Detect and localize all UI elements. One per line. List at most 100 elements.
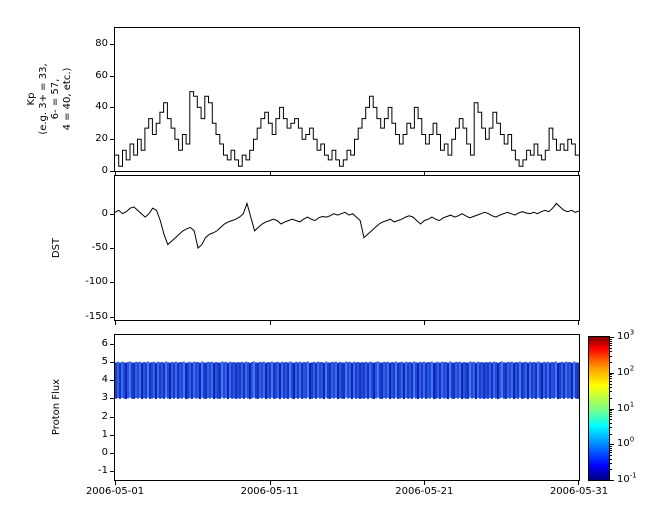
colorbar-minor-tick-mark	[610, 427, 612, 429]
colorbar-minor-tick-mark	[610, 462, 612, 464]
colorbar-tick-mark	[610, 372, 614, 374]
colorbar-minor-tick-mark	[610, 433, 612, 435]
x-tick-label: 2006-05-31	[549, 486, 609, 497]
y-tick-label: 80	[95, 37, 108, 49]
y-tick-mark	[110, 470, 114, 472]
colorbar-minor-tick-mark	[610, 452, 612, 454]
x-tick-label: 2006-05-21	[395, 486, 454, 497]
colorbar-minor-tick-mark	[610, 355, 612, 357]
y-tick-label: 0	[101, 446, 108, 458]
colorbar-minor-tick-mark	[610, 416, 612, 418]
colorbar-minor-tick-mark	[610, 410, 612, 412]
x-tick-label: 2006-05-01	[85, 486, 145, 497]
x-tick-mark	[424, 481, 426, 485]
colorbar-tick-label: 101	[617, 400, 635, 414]
colorbar-minor-tick-mark	[610, 387, 612, 388]
colorbar-minor-tick-mark	[610, 344, 612, 346]
x-tick-mark	[424, 321, 426, 325]
y-tick-mark	[110, 248, 114, 249]
colorbar-minor-tick-mark	[610, 347, 612, 349]
colorbar-minor-tick-mark	[610, 378, 612, 380]
x-tick-label: 2006-05-11	[240, 486, 299, 497]
x-tick-mark	[269, 481, 271, 485]
y-tick-mark	[110, 107, 114, 109]
y-tick-label: -50	[91, 242, 108, 253]
colorbar-tick-label: 100	[617, 435, 635, 450]
colorbar-minor-tick-mark	[610, 445, 612, 447]
y-tick-label: -150	[85, 310, 108, 322]
colorbar-tick-mark	[610, 408, 614, 410]
y-tick-label: 5	[101, 356, 108, 368]
proton-flux-panel	[114, 334, 580, 481]
flux-colorbar	[588, 336, 610, 481]
y-tick-label: -100	[85, 276, 108, 288]
x-tick-mark	[269, 172, 271, 176]
colorbar-tick-mark	[610, 480, 614, 481]
colorbar-tick-mark	[610, 444, 614, 446]
kp-panel	[114, 27, 580, 172]
y-tick-label: 1	[101, 428, 108, 440]
y-tick-mark	[110, 316, 114, 318]
y-tick-mark	[110, 43, 114, 45]
x-tick-mark	[115, 321, 116, 325]
colorbar-tick-label: 102	[617, 364, 635, 378]
dst-panel	[114, 175, 580, 321]
y-tick-label: 60	[95, 69, 108, 81]
colorbar-minor-tick-mark	[610, 383, 612, 385]
colorbar-minor-tick-mark	[610, 419, 612, 421]
y-tick-mark	[110, 282, 114, 284]
y-tick-mark	[110, 434, 114, 436]
y-tick-label: 2	[101, 410, 108, 422]
y-tick-mark	[110, 452, 114, 454]
x-tick-mark	[578, 172, 579, 176]
y-tick-mark	[110, 344, 114, 346]
colorbar-minor-tick-mark	[610, 338, 612, 340]
colorbar-minor-tick-mark	[610, 351, 612, 353]
y-tick-mark	[110, 213, 114, 215]
y-tick-mark	[110, 75, 114, 77]
proton-flux-y-axis-label: Proton Flux	[51, 378, 62, 436]
y-tick-label: 20	[95, 133, 108, 145]
colorbar-minor-tick-mark	[610, 469, 612, 471]
colorbar-minor-tick-mark	[610, 376, 612, 378]
colorbar-minor-tick-mark	[610, 455, 612, 456]
colorbar-minor-tick-mark	[610, 397, 612, 399]
colorbar-minor-tick-mark	[610, 391, 612, 393]
colorbar-minor-tick-mark	[610, 414, 612, 415]
x-tick-mark	[578, 481, 579, 485]
y-tick-label: 4	[101, 374, 108, 386]
y-tick-label: 40	[95, 101, 108, 113]
colorbar-minor-tick-mark	[610, 458, 612, 460]
dst-y-axis-label: DST	[51, 237, 62, 259]
y-tick-mark	[110, 171, 114, 172]
colorbar-minor-tick-mark	[610, 380, 612, 382]
colorbar-tick-label: 103	[617, 328, 635, 342]
y-tick-mark	[110, 380, 114, 382]
y-tick-mark	[110, 139, 114, 141]
y-tick-mark	[110, 416, 114, 418]
y-tick-label: 0	[101, 165, 108, 176]
colorbar-minor-tick-mark	[610, 422, 612, 424]
colorbar-minor-tick-mark	[610, 447, 612, 449]
colorbar-tick-mark	[610, 337, 614, 338]
colorbar-minor-tick-mark	[610, 412, 612, 413]
x-tick-mark	[578, 321, 579, 325]
y-tick-label: -1	[98, 464, 108, 476]
colorbar-minor-tick-mark	[610, 340, 612, 342]
dst-line-chart	[115, 201, 579, 249]
colorbar-minor-tick-mark	[610, 342, 612, 344]
x-tick-mark	[269, 321, 271, 325]
colorbar-minor-tick-mark	[610, 449, 612, 451]
colorbar-minor-tick-mark	[610, 362, 612, 363]
colorbar-tick-label: 10-1	[617, 471, 637, 485]
x-tick-mark	[115, 172, 116, 176]
y-tick-label: 0	[101, 207, 108, 219]
proton-flux-spectrogram	[115, 361, 579, 400]
y-tick-mark	[110, 398, 114, 400]
y-tick-mark	[110, 362, 114, 364]
y-tick-label: 6	[101, 338, 108, 350]
kp-step-line-chart	[115, 91, 579, 167]
y-tick-label: 3	[101, 392, 108, 404]
x-tick-mark	[424, 172, 426, 176]
